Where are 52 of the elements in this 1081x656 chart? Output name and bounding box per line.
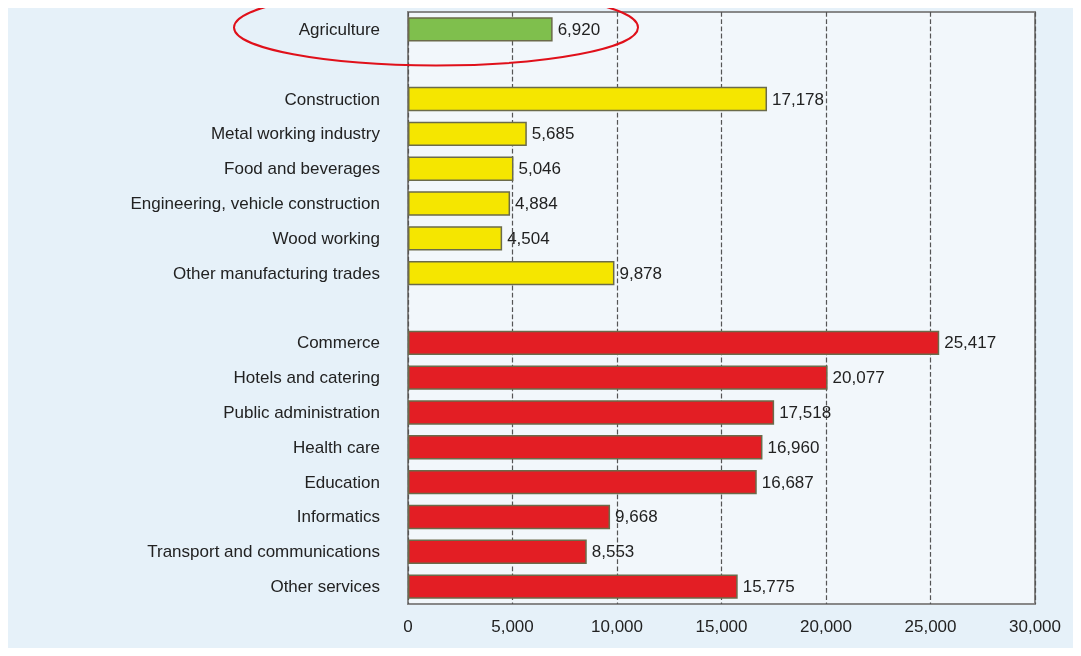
bar <box>408 121 527 147</box>
y-tick-label: Commerce <box>296 333 380 353</box>
x-tick-label: 25,000 <box>904 617 957 636</box>
data-label: 4,884 <box>515 194 558 214</box>
data-label: 15,775 <box>742 577 795 597</box>
y-tick-label: Hotels and catering <box>233 368 380 388</box>
y-tick-label: Agriculture <box>298 19 380 39</box>
bar <box>408 260 615 286</box>
x-tick-label: 20,000 <box>800 617 852 636</box>
data-label: 8,553 <box>591 542 635 562</box>
data-label: 6,920 <box>557 19 601 39</box>
bar <box>408 330 940 356</box>
bar <box>408 365 828 390</box>
data-label: 17,518 <box>779 402 832 422</box>
y-tick-label: Food and beverages <box>224 159 380 179</box>
bar <box>408 226 503 251</box>
data-label: 16,687 <box>761 472 814 492</box>
y-tick-label: Other services <box>270 577 380 597</box>
bar <box>408 86 768 112</box>
data-label: 9,878 <box>619 263 662 283</box>
bar <box>408 400 775 425</box>
bar <box>408 469 757 495</box>
y-tick-label: Transport and communications <box>147 542 380 562</box>
data-label: 5,046 <box>518 159 562 179</box>
data-label: 16,960 <box>767 437 820 457</box>
data-label: 5,685 <box>531 124 575 144</box>
y-tick-label: Public administration <box>223 402 380 422</box>
x-tick-label: 15,000 <box>695 617 748 636</box>
y-tick-label: Metal working industry <box>210 124 381 144</box>
data-label: 20,077 <box>832 368 885 388</box>
bar <box>408 17 553 42</box>
data-label: 9,668 <box>615 507 658 527</box>
x-tick-label: 30,000 <box>1009 617 1061 636</box>
bar <box>408 574 738 599</box>
x-tick-label: 10,000 <box>591 617 643 636</box>
bar <box>408 156 514 181</box>
bar <box>408 191 511 216</box>
y-tick-label: Health care <box>293 437 380 457</box>
data-label: 4,504 <box>507 228 550 248</box>
data-label: 17,178 <box>772 89 825 109</box>
bar <box>408 504 611 530</box>
x-tick-label: 5,000 <box>491 617 534 636</box>
bar <box>408 539 587 564</box>
y-tick-label: Construction <box>284 89 380 109</box>
y-tick-label: Wood working <box>272 228 380 248</box>
y-tick-label: Education <box>304 472 380 492</box>
y-tick-label: Informatics <box>296 507 380 527</box>
y-tick-label: Engineering, vehicle construction <box>130 194 380 214</box>
data-label: 25,417 <box>944 333 997 353</box>
bar <box>408 435 763 460</box>
y-tick-label: Other manufacturing trades <box>173 263 380 283</box>
x-tick-label: 0 <box>403 617 413 636</box>
